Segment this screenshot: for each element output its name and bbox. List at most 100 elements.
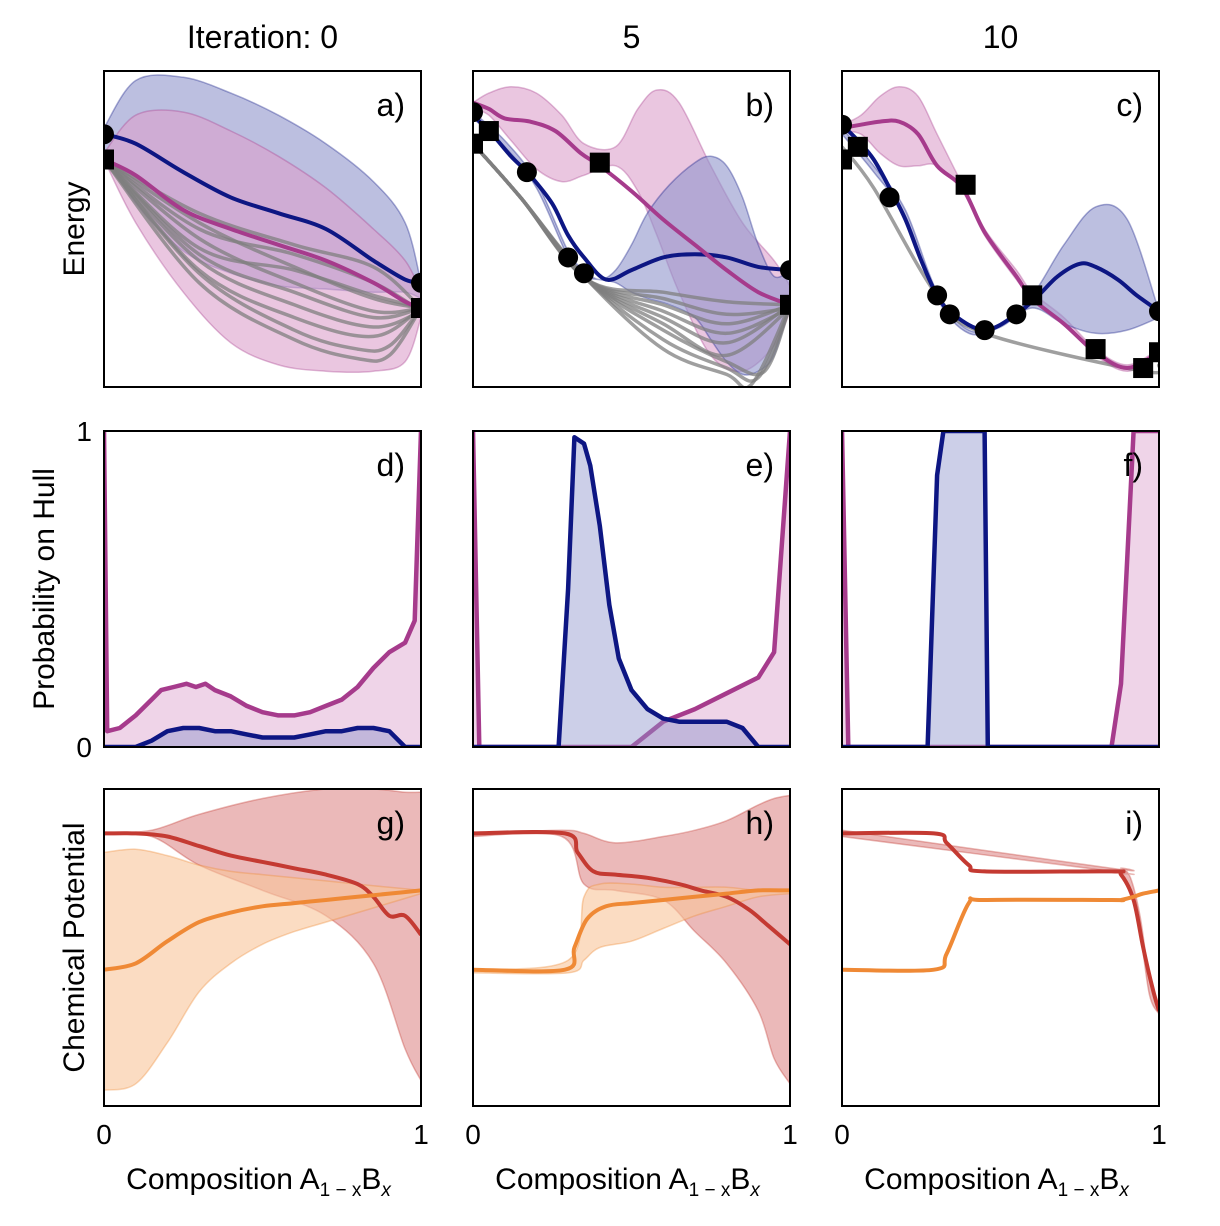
panel-i: i) (841, 788, 1160, 1107)
row-ylabel-probability: Probability on Hull (28, 468, 61, 710)
panel-d: d) (103, 430, 422, 748)
gray-sample-line-3 (104, 158, 421, 315)
square-marker-0 (473, 133, 483, 154)
blue-mean-line (473, 113, 790, 282)
circle-marker-0 (842, 114, 852, 135)
magenta-probability-line (104, 431, 421, 734)
panel-label: g) (377, 805, 405, 841)
gray-sample-line-1 (104, 158, 421, 310)
prob-ytick-1: 1 (76, 416, 92, 447)
red-mean-line (842, 830, 1159, 1012)
magenta-probability-line (473, 431, 790, 747)
gray-sample-line-4 (104, 158, 421, 310)
red-uncertainty-band (842, 829, 1159, 1015)
circle-marker-1 (516, 162, 537, 183)
magenta-mean-line (104, 157, 421, 310)
panel-label: c) (1116, 87, 1143, 123)
panel-label: a) (377, 87, 405, 123)
column-title-2: 10 (983, 19, 1019, 55)
row-ylabel-chemical_potential: Chemical Potential (58, 822, 91, 1072)
gray-sample-line-8 (473, 142, 790, 387)
magenta-probability-fill (842, 431, 1159, 747)
xlabel-0: Composition A1 − xBx (126, 1163, 392, 1201)
panel-label: h) (746, 805, 774, 841)
magenta-probability-fill (473, 431, 790, 747)
column-title-0: Iteration: 0 (187, 19, 338, 55)
panel-frame (841, 430, 1160, 748)
square-marker-2 (589, 152, 610, 173)
panel-frame (103, 430, 422, 748)
panel-label: e) (746, 447, 774, 483)
gray-sample-line-5 (104, 158, 421, 320)
circle-marker-3 (939, 304, 960, 325)
panel-c: c) (841, 70, 1160, 388)
xtick-2-0: 0 (834, 1119, 850, 1150)
square-marker-0 (842, 149, 852, 170)
column-title-1: 5 (623, 19, 641, 55)
magenta-probability-line (842, 431, 1159, 747)
red-mean-line (104, 831, 421, 937)
panel-e: e) (472, 430, 791, 748)
orange-mean-line (842, 888, 1159, 973)
square-marker-1 (411, 298, 421, 318)
square-marker-3 (780, 294, 790, 315)
magenta-uncertainty-band (842, 86, 1159, 372)
xtick-2-1: 1 (1151, 1119, 1167, 1150)
panel-g: g) (103, 788, 422, 1107)
gray-sample-line-9 (104, 158, 421, 353)
blue-mean-line (104, 132, 421, 285)
circle-marker-1 (879, 187, 900, 208)
orange-mean-line (473, 888, 790, 974)
xtick-1-1: 1 (782, 1119, 798, 1150)
row-ylabel-energy: Energy (58, 181, 91, 276)
orange-uncertainty-band (473, 882, 790, 975)
square-marker-3 (1022, 285, 1043, 306)
prob-ytick-0: 0 (76, 732, 92, 763)
gray-sample-line-8 (104, 158, 421, 363)
square-marker-5 (1133, 358, 1154, 379)
panel-b: b) (472, 70, 791, 388)
orange-uncertainty-band (104, 848, 421, 1091)
panel-label: i) (1125, 805, 1143, 841)
circle-marker-3 (573, 263, 594, 284)
circle-marker-6 (1149, 301, 1159, 322)
circle-marker-1 (411, 272, 421, 293)
panel-a: a) (103, 70, 422, 388)
circle-marker-5 (1006, 304, 1027, 325)
circle-marker-2 (558, 247, 579, 268)
xtick-0-1: 1 (413, 1119, 429, 1150)
circle-marker-0 (473, 102, 483, 123)
panel-frame (472, 430, 791, 748)
panel-label: f) (1123, 447, 1143, 483)
orange-mean-line (104, 888, 421, 972)
blue-probability-line (473, 435, 790, 747)
blue-probability-line (104, 725, 421, 747)
red-mean-line (473, 829, 790, 946)
panel-frame (472, 70, 791, 388)
square-marker-1 (478, 121, 499, 142)
gray-sample-line-6 (104, 158, 421, 329)
square-marker-4 (1085, 339, 1106, 360)
square-marker-0 (104, 149, 114, 170)
xtick-0-0: 0 (96, 1119, 112, 1150)
blue-probability-fill (842, 431, 1159, 747)
panel-f: f) (841, 430, 1160, 748)
square-marker-2 (955, 174, 976, 195)
xtick-1-0: 0 (465, 1119, 481, 1150)
panel-h: h) (472, 788, 791, 1107)
panel-frame (472, 788, 791, 1107)
panel-frame (103, 788, 422, 1107)
circle-marker-2 (927, 285, 948, 306)
square-marker-1 (847, 136, 868, 157)
circle-marker-4 (974, 320, 995, 341)
panel-frame (103, 70, 422, 388)
panel-label: d) (377, 447, 405, 483)
circle-marker-0 (104, 124, 114, 145)
xlabel-2: Composition A1 − xBx (864, 1163, 1130, 1201)
blue-probability-line (842, 431, 1159, 747)
square-marker-6 (1149, 342, 1159, 363)
xlabel-1: Composition A1 − xBx (495, 1163, 761, 1201)
circle-marker-4 (780, 260, 790, 281)
panel-frame (841, 788, 1160, 1107)
